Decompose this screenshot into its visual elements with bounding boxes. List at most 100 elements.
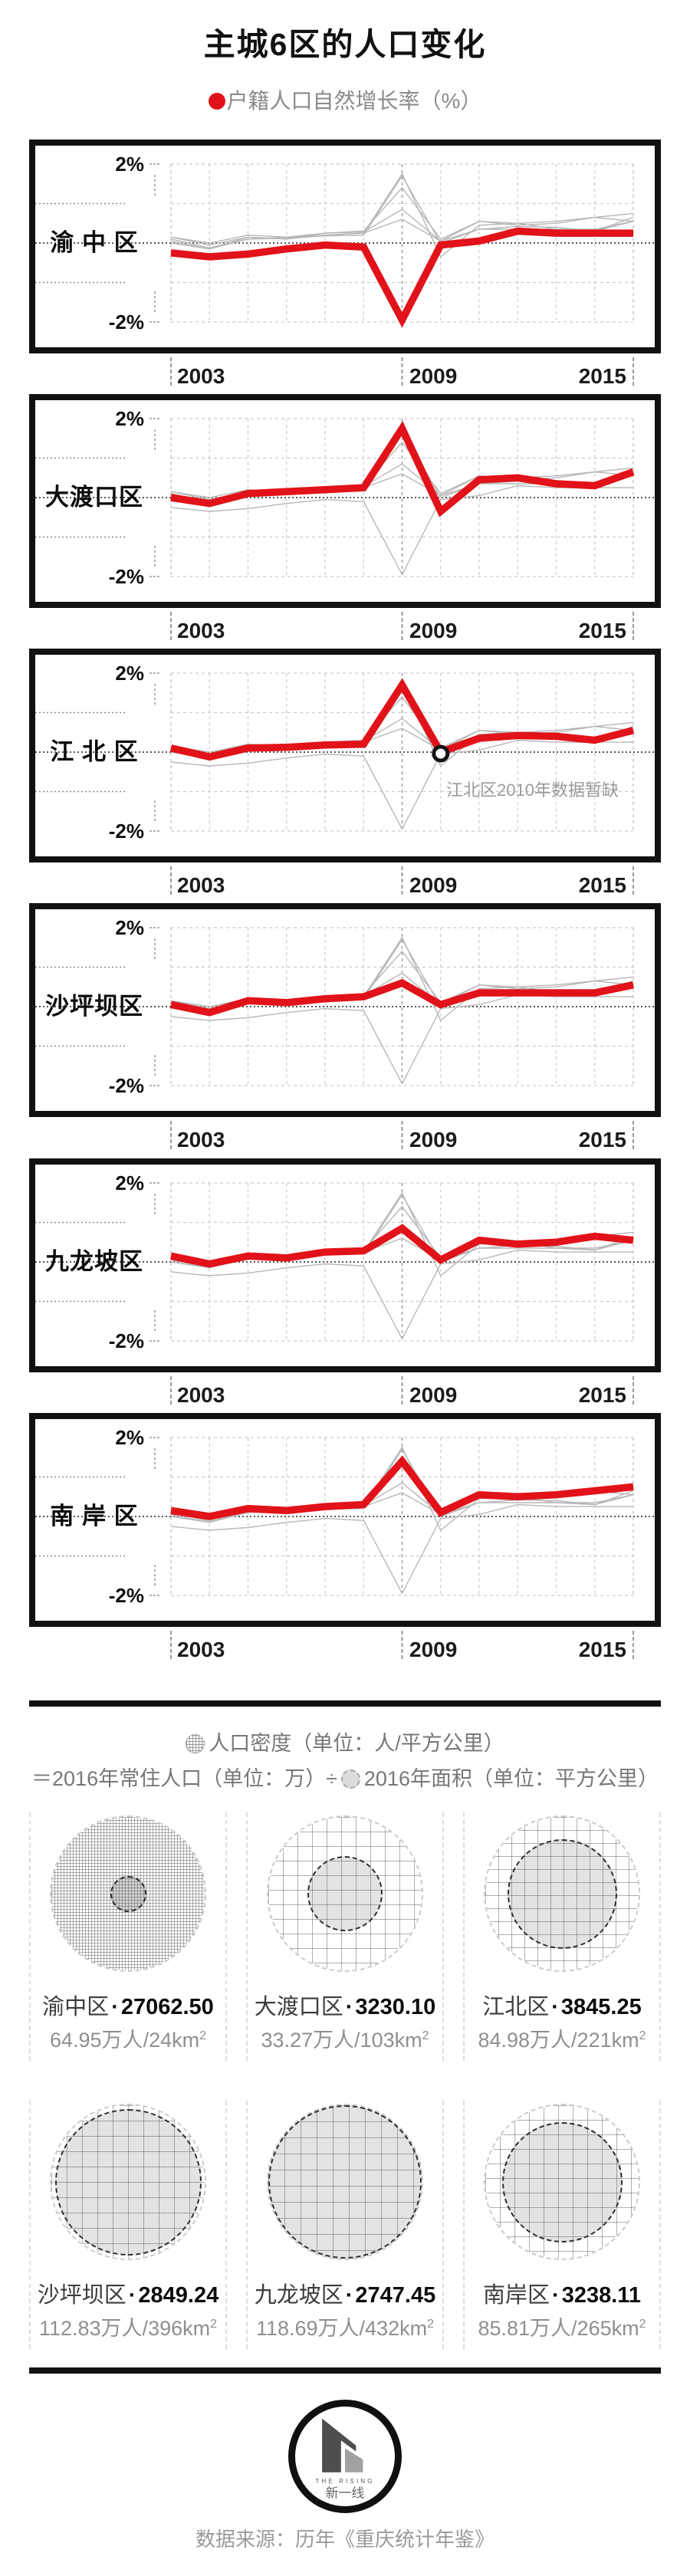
x-tick-label: 2003 (177, 1383, 225, 1407)
district-name: 渝中区 (42, 1995, 110, 2019)
series-yuzhong-context (170, 994, 633, 1085)
series-shapingba-highlight (170, 978, 634, 1017)
district-name: 沙坪坝区 (37, 2283, 127, 2308)
data-source: 数据来源：历年《重庆统计年鉴》 (195, 2528, 495, 2551)
district-inner-area-ring (508, 1839, 617, 1949)
x-tick-label: 2015 (579, 1383, 626, 1407)
district-pop-area-label: 85.81万人/265km2 (465, 2312, 659, 2341)
district-density-label: 沙坪坝区 · 2849.24 (31, 2277, 225, 2309)
density-cell-3: 沙坪坝区 · 2849.24 112.83万人/396km2 (29, 2101, 227, 2349)
x-tick-label: 2015 (579, 873, 626, 897)
density-row-1: 渝中区 · 27062.50 64.95万人/24km2 大渡口区 · 3230.10 … (29, 1812, 661, 2061)
series-nanan-context (170, 695, 634, 753)
area-value: 265km (577, 2317, 639, 2340)
density-formula-line2: ＝2016年常住人口（单位：万）÷ 2016年面积（单位：平方公里） (0, 1762, 690, 1792)
density-value: 2747.45 (355, 2283, 436, 2308)
population-value: 33.27万人 (261, 2029, 355, 2052)
rising-lab-logo-graphic: THE RISING 新一线 (315, 2418, 374, 2500)
district-name: 江北区 (482, 1995, 550, 2019)
series-nanan-highlight (170, 1455, 634, 1520)
population-value: 64.95万人 (49, 2029, 143, 2052)
density-value: 27062.50 (120, 1995, 214, 2019)
district-density-label: 九龙坡区 · 2747.45 (248, 2277, 442, 2309)
dot-separator: · (345, 2283, 353, 2308)
y-tick-bottom: -2% (109, 565, 144, 588)
x-tick-label: 2015 (579, 1638, 626, 1661)
district-density-label: 南岸区 · 3238.11 (465, 2277, 659, 2309)
district-inner-area-ring (110, 1876, 146, 1912)
district-inner-area-ring (307, 1856, 383, 1931)
district-panel-label: 九龙坡区 (45, 1248, 143, 1275)
x-tick-label: 2009 (409, 1383, 457, 1407)
chart-jiulongpo: 九龙坡区 2% -2% 2003 2009 2015 (29, 1158, 661, 1414)
slash-separator: / (571, 2317, 577, 2340)
district-area-circle (484, 1815, 640, 1972)
logo-text-en: THE RISING (315, 2478, 374, 2485)
chart-dadukou: 大渡口区 2% -2% 2003 2009 2015 (29, 394, 661, 650)
x-tick-label: 2009 (409, 1638, 457, 1661)
district-pop-area-label: 64.95万人/24km2 (31, 2023, 225, 2053)
x-tick-label: 2009 (409, 1128, 457, 1152)
series-yuzhong-context (170, 485, 633, 576)
y-tick-bottom: -2% (109, 1329, 144, 1352)
section-divider-top (29, 1700, 661, 1707)
legend-label: 户籍人口自然增长率（%） (226, 89, 482, 113)
y-tick-bottom: -2% (109, 310, 144, 334)
x-tick-label: 2015 (579, 1128, 626, 1152)
density-formula-text1: 人口密度（单位：人/平方公里） (209, 1732, 504, 1755)
density-value: 3238.11 (561, 2283, 641, 2308)
y-tick-bottom: -2% (109, 1584, 144, 1607)
district-pop-area-label: 33.27万人/103km2 (248, 2023, 442, 2053)
series-yuzhong-highlight (170, 227, 633, 328)
density-row-2: 沙坪坝区 · 2849.24 112.83万人/396km2 九龙坡区 · 2747.4… (29, 2101, 661, 2349)
density-cell-4: 九龙坡区 · 2747.45 118.69万人/432km2 (246, 2101, 444, 2349)
x-tick-label: 2009 (409, 364, 457, 388)
square-superscript: 2 (199, 2029, 207, 2042)
chart-jiangbei: 江北区2010年数据暂缺 江 北 区 2% -2% 2003 2009 2015 (29, 649, 661, 905)
district-name: 南岸区 (483, 2283, 550, 2308)
square-superscript: 2 (427, 2318, 435, 2331)
district-area-circle (50, 2104, 206, 2260)
district-pop-area-label: 112.83万人/396km2 (31, 2312, 225, 2341)
dot-separator: · (552, 2283, 560, 2308)
district-area-circle (267, 2104, 423, 2260)
area-value: 396km (148, 2317, 211, 2340)
square-superscript: 2 (639, 2318, 646, 2331)
series-yuzhong-context (170, 739, 633, 830)
page-title: 主城6区的人口变化 (203, 27, 487, 62)
x-tick-label: 2009 (409, 873, 457, 897)
x-tick-label: 2003 (177, 873, 225, 897)
district-pop-area-label: 84.98万人/221km2 (465, 2023, 659, 2053)
density-cell-1: 大渡口区 · 3230.10 33.27万人/103km2 (246, 1812, 444, 2061)
population-value: 118.69万人 (255, 2317, 360, 2340)
slash-separator: / (359, 2317, 366, 2340)
y-tick-top: 2% (115, 1426, 144, 1449)
series-dadukou-highlight (170, 421, 635, 518)
density-value: 3230.10 (355, 1995, 436, 2019)
x-tick-label: 2009 (409, 619, 457, 642)
square-superscript: 2 (639, 2029, 646, 2042)
series-jiangbei-context (170, 175, 634, 248)
slash-separator: / (143, 2029, 150, 2052)
x-tick-label: 2003 (177, 1638, 225, 1661)
x-tick-label: 2015 (579, 619, 626, 642)
population-value: 84.98万人 (478, 2029, 572, 2052)
legend-red-dot-icon (208, 93, 225, 110)
x-tick-label: 2015 (579, 364, 626, 388)
series-jiangbei-highlight (169, 678, 635, 761)
y-tick-bottom: -2% (109, 820, 144, 843)
dot-separator: · (345, 1995, 353, 2019)
series-jiangbei-context (170, 1448, 634, 1522)
district-inner-area-ring (55, 2109, 202, 2256)
density-formula-text2a: ＝2016年常住人口（单位：万）÷ (31, 1767, 337, 1790)
y-tick-top: 2% (115, 407, 144, 430)
section-divider-bottom (29, 2367, 661, 2374)
density-value: 3845.25 (560, 1995, 642, 2019)
y-tick-top: 2% (115, 662, 144, 685)
district-panel-label: 江 北 区 (50, 738, 138, 765)
area-value: 432km (365, 2317, 428, 2340)
district-inner-area-ring (502, 2122, 623, 2242)
district-density-label: 江北区 · 3845.25 (465, 1989, 659, 2021)
slash-separator: / (354, 2029, 360, 2052)
series-nanan-context (170, 186, 634, 244)
